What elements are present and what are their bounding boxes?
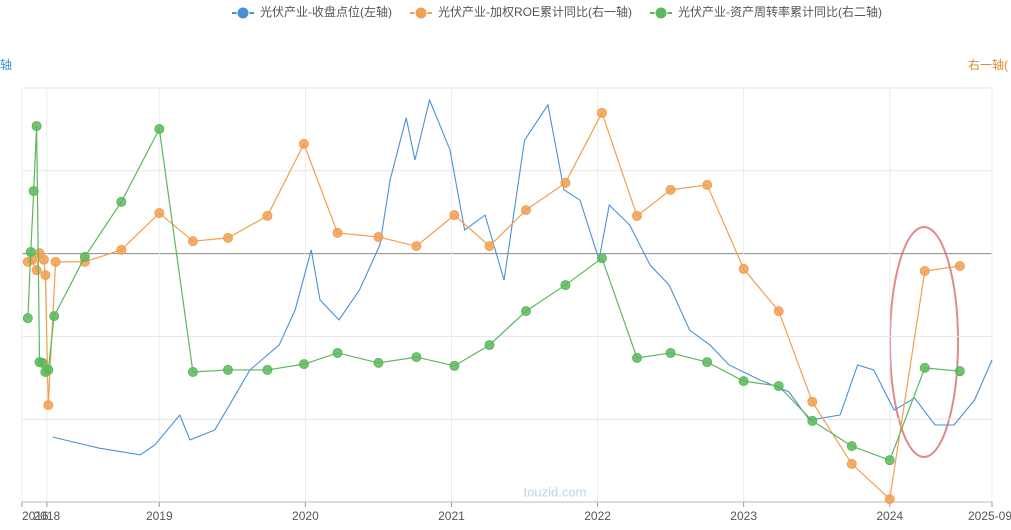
y-axis-label: 轴 xyxy=(0,57,12,72)
data-point xyxy=(665,184,676,195)
data-point xyxy=(31,265,42,276)
highlight-ellipse xyxy=(889,226,959,458)
data-point xyxy=(954,261,965,272)
data-point xyxy=(596,107,607,118)
legend-marker xyxy=(236,6,250,20)
data-point xyxy=(632,352,643,363)
data-point xyxy=(332,227,343,238)
y2-axis-label: 右一轴( xyxy=(968,57,1008,72)
x-tick-label: 2018 xyxy=(33,509,60,523)
legend-label: 光伏产业-资产周转率累计同比(右二轴) xyxy=(678,4,882,19)
x-tick-label: 2025-09- xyxy=(968,509,1011,523)
data-point xyxy=(222,364,233,375)
data-point xyxy=(187,367,198,378)
legend-label: 光伏产业-加权ROE累计同比(右一轴) xyxy=(438,4,632,19)
data-point xyxy=(25,246,36,257)
data-point xyxy=(520,205,531,216)
data-point xyxy=(40,270,51,281)
data-point xyxy=(298,359,309,370)
data-point xyxy=(884,455,895,466)
data-point xyxy=(665,347,676,358)
data-point xyxy=(154,208,165,219)
x-tick-label: 2021 xyxy=(438,509,465,523)
data-point xyxy=(332,347,343,358)
x-tick-label: 2022 xyxy=(584,509,611,523)
data-point xyxy=(773,306,784,317)
data-point xyxy=(22,313,33,324)
legend-label: 光伏产业-收盘点位(左轴) xyxy=(260,4,392,19)
data-point xyxy=(702,357,713,368)
legend-marker xyxy=(654,6,668,20)
x-tick-label: 2019 xyxy=(146,509,173,523)
data-point xyxy=(116,196,127,207)
data-point xyxy=(262,364,273,375)
data-point xyxy=(484,241,495,252)
data-point xyxy=(411,352,422,363)
series-line xyxy=(52,98,993,456)
data-point xyxy=(373,232,384,243)
data-point xyxy=(738,263,749,274)
legend-marker xyxy=(414,6,428,20)
data-point xyxy=(632,210,643,221)
data-point xyxy=(50,256,61,267)
data-point xyxy=(807,415,818,426)
x-tick-label: 2023 xyxy=(730,509,757,523)
data-point xyxy=(449,210,460,221)
data-point xyxy=(596,253,607,264)
data-point xyxy=(37,357,48,368)
x-tick-label: 2024 xyxy=(876,509,903,523)
data-point xyxy=(38,254,49,265)
data-point xyxy=(738,376,749,387)
data-point xyxy=(560,280,571,291)
data-point xyxy=(520,306,531,317)
data-point xyxy=(919,265,930,276)
data-point xyxy=(807,396,818,407)
data-point xyxy=(702,179,713,190)
watermark: touzid.com xyxy=(524,484,587,499)
plot-grid xyxy=(21,87,993,507)
data-point xyxy=(31,121,42,132)
data-point xyxy=(411,241,422,252)
data-point xyxy=(954,366,965,377)
data-point xyxy=(28,186,39,197)
data-point xyxy=(846,458,857,469)
x-tick-label: 2016 xyxy=(22,509,49,523)
data-point xyxy=(49,311,60,322)
data-point xyxy=(79,251,90,262)
legend: 光伏产业-收盘点位(左轴) 光伏产业-加权ROE累计同比(右一轴) 光伏产业-资产周… xyxy=(232,4,882,20)
x-tick-label: 2020 xyxy=(292,509,319,523)
data-point xyxy=(262,210,273,221)
data-point xyxy=(773,381,784,392)
data-point xyxy=(43,400,54,411)
data-point xyxy=(187,236,198,247)
data-point xyxy=(846,441,857,452)
data-point xyxy=(43,364,54,375)
series-line xyxy=(27,126,960,461)
data-point xyxy=(884,494,895,505)
data-point xyxy=(373,357,384,368)
data-point xyxy=(116,244,127,255)
data-point xyxy=(484,340,495,351)
data-point xyxy=(298,138,309,149)
data-point xyxy=(154,123,165,134)
data-point xyxy=(560,177,571,188)
data-point xyxy=(222,232,233,243)
data-point xyxy=(449,360,460,371)
data-point xyxy=(919,362,930,373)
